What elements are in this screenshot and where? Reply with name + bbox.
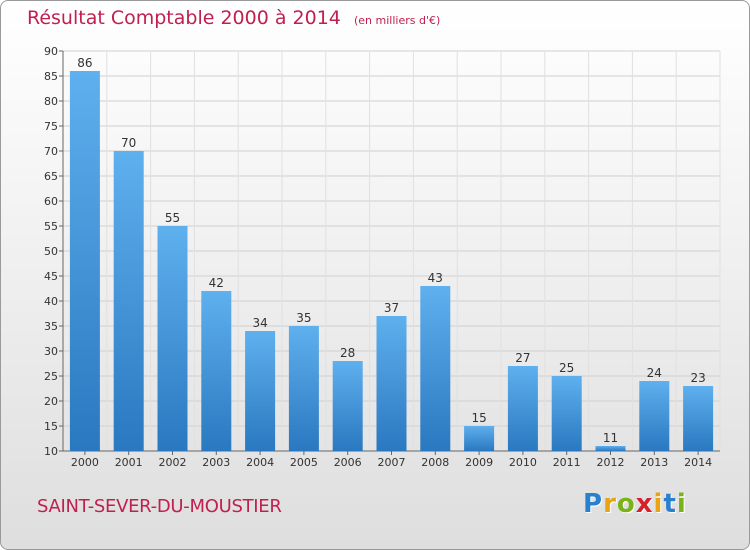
logo-letter: P (583, 489, 604, 519)
y-tick-label: 40 (44, 295, 58, 308)
data-label: 37 (384, 301, 399, 315)
y-tick-label: 15 (44, 420, 58, 433)
y-tick-label: 25 (44, 370, 58, 383)
y-tick-label: 45 (44, 270, 58, 283)
commune-name: SAINT-SEVER-DU-MOUSTIER (37, 496, 282, 517)
logo-letter: i (676, 489, 687, 519)
data-label: 11 (603, 431, 618, 445)
bar (551, 376, 582, 451)
data-label: 15 (471, 411, 486, 425)
x-tick-label: 2010 (509, 456, 537, 469)
data-label: 25 (559, 361, 574, 375)
bar (683, 386, 714, 451)
bar (157, 226, 188, 451)
data-labels: 86 70 55 42 34 35 28 37 43 15 27 25 11 24 23 (77, 56, 705, 445)
bar (464, 426, 495, 451)
x-tick-label: 2014 (684, 456, 712, 469)
y-tick-label: 20 (44, 395, 58, 408)
data-label: 23 (690, 371, 705, 385)
x-tick-label: 2007 (378, 456, 406, 469)
chart-title: Résultat Comptable 2000 à 2014 (27, 7, 341, 29)
data-label: 55 (165, 211, 180, 225)
x-tick-label: 2006 (334, 456, 362, 469)
bar (201, 291, 232, 451)
data-label: 35 (296, 311, 311, 325)
y-tick-label: 30 (44, 345, 58, 358)
x-tick-label: 2003 (202, 456, 230, 469)
y-tick-label: 90 (44, 45, 58, 58)
bar (245, 331, 276, 451)
bar (639, 381, 670, 451)
bar (595, 446, 626, 451)
x-tick-label: 2009 (465, 456, 493, 469)
logo-letter: r (603, 489, 617, 519)
data-label: 70 (121, 136, 136, 150)
y-tick-label: 80 (44, 95, 58, 108)
bar (113, 151, 144, 451)
data-label: 27 (515, 351, 530, 365)
y-tick-label: 85 (44, 70, 58, 83)
logo-letter: t (663, 489, 677, 519)
logo-letter: i (653, 489, 664, 519)
bar (332, 361, 363, 451)
proxiti-logo: Proxiti (583, 489, 687, 519)
x-tick-label: 2013 (640, 456, 668, 469)
y-tick-label: 50 (44, 245, 58, 258)
x-tick-label: 2002 (159, 456, 187, 469)
bar (288, 326, 319, 451)
y-tick-label: 35 (44, 320, 58, 333)
y-tick-label: 10 (44, 445, 58, 458)
y-tick-label: 60 (44, 195, 58, 208)
bar (420, 286, 451, 451)
y-tick-label: 75 (44, 120, 58, 133)
x-tick-label: 2008 (421, 456, 449, 469)
bar (507, 366, 538, 451)
logo-letter: x (635, 489, 654, 519)
data-label: 43 (428, 271, 443, 285)
x-tick-label: 2001 (115, 456, 143, 469)
y-tick-label: 70 (44, 145, 58, 158)
x-tick-label: 2012 (597, 456, 625, 469)
x-tick-label: 2004 (246, 456, 274, 469)
x-tick-label: 2005 (290, 456, 318, 469)
bars (69, 71, 714, 451)
bar (69, 71, 100, 451)
data-label: 24 (647, 366, 662, 380)
data-label: 34 (252, 316, 267, 330)
y-tick-label: 55 (44, 220, 58, 233)
logo-letter: o (616, 489, 636, 519)
x-tick-label: 2000 (71, 456, 99, 469)
data-label: 86 (77, 56, 92, 70)
y-tick-label: 65 (44, 170, 58, 183)
chart-subtitle: (en milliers d'€) (353, 14, 441, 27)
bar (376, 316, 407, 451)
x-tick-label: 2011 (553, 456, 581, 469)
chart-header: Résultat Comptable 2000 à 2014 (en milli… (27, 7, 440, 29)
data-label: 42 (209, 276, 224, 290)
data-label: 28 (340, 346, 355, 360)
